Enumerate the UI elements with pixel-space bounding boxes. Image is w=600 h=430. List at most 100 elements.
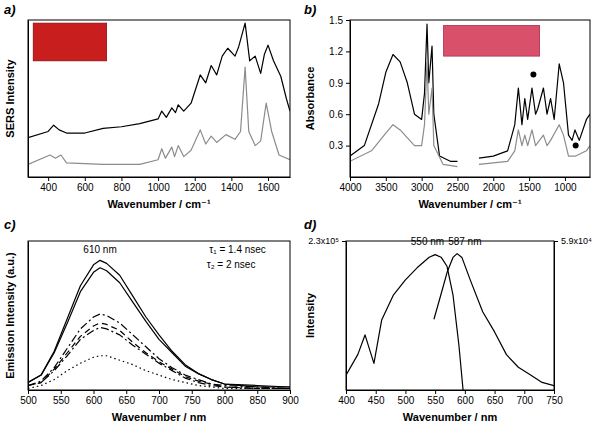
axis-line <box>29 177 291 178</box>
tick-label: 500 <box>398 395 415 406</box>
tick-mark <box>85 177 86 181</box>
tick-mark <box>48 177 49 181</box>
annotation: 550 nm <box>411 236 444 247</box>
tick-label: 600 <box>457 395 474 406</box>
tick-mark <box>158 177 159 181</box>
annotation: 587 nm <box>448 236 481 247</box>
x-axis: 4000 3500 3000 2500 2000 1500 1000 <box>339 177 590 193</box>
plot-area <box>28 23 290 164</box>
tick: 1000 <box>554 177 577 193</box>
tick-mark <box>121 177 122 181</box>
y-axis <box>28 242 29 391</box>
plot-area <box>346 254 554 390</box>
tick: 2.3x10⁵ <box>308 236 346 246</box>
tick: 0.6 <box>329 109 350 120</box>
series-line <box>434 254 554 386</box>
tick: 1500 <box>518 177 541 193</box>
tick-label: 2000 <box>483 182 506 193</box>
tick: 600 <box>77 177 94 193</box>
tick: 1400 <box>221 177 244 193</box>
tick: 1000 <box>147 177 170 193</box>
tick-label: 650 <box>487 395 504 406</box>
y-axis-title: Absorbance <box>304 67 316 131</box>
plot-frame <box>28 241 290 390</box>
tick-label: 650 <box>118 395 135 406</box>
tick-label: 400 <box>40 182 57 193</box>
tick-label: 1000 <box>554 182 577 193</box>
tick-mark <box>346 390 347 394</box>
tick-mark <box>465 390 466 394</box>
tick-label: 4000 <box>339 182 362 193</box>
tick-label: 500 <box>20 395 37 406</box>
tick-label: 3500 <box>375 182 398 193</box>
tick-mark <box>565 177 566 181</box>
series-line <box>28 23 290 138</box>
tick-mark <box>386 177 387 181</box>
series-line <box>350 24 590 161</box>
panel: 4006008001000120014001600 <box>28 20 291 193</box>
tick-label: 1.5 <box>329 15 343 26</box>
panel: 500550600650700750800850900610 nmτ₁ = 1.… <box>20 241 299 406</box>
tick-mark <box>346 83 350 84</box>
tick: 1.5 <box>329 15 350 26</box>
tick-mark <box>495 390 496 394</box>
tick-label: 5.9x10⁴ <box>561 236 592 246</box>
tick-mark <box>192 390 193 394</box>
x-axis: 400450500550600650700750 <box>338 390 563 406</box>
tick-label: 1500 <box>518 182 541 193</box>
tick-mark <box>554 241 558 242</box>
marker-point <box>530 71 536 77</box>
tick-mark <box>257 390 258 394</box>
tick-mark <box>28 390 29 394</box>
series-line <box>28 260 290 387</box>
tick: 700 <box>516 390 533 406</box>
plot-frame <box>350 20 590 177</box>
y-axis-title: Intensity <box>304 292 316 338</box>
x-axis-title: Wavenumber / nm <box>112 411 207 423</box>
series-line <box>28 327 290 388</box>
tick-mark <box>94 390 95 394</box>
tick-label: 700 <box>151 395 168 406</box>
tick: 600 <box>86 390 103 406</box>
x-axis-title: Wavenumber / nm <box>403 411 498 423</box>
plot-frame <box>346 241 554 390</box>
tick-mark <box>376 390 377 394</box>
tick-label: 900 <box>282 395 299 406</box>
tick-mark <box>422 177 423 181</box>
tick-label: 2500 <box>447 182 470 193</box>
tick-mark <box>126 390 127 394</box>
tick-label: 1000 <box>147 182 170 193</box>
x-axis: 500550600650700750800850900 <box>20 390 299 406</box>
tick: 5.9x10⁴ <box>554 236 592 246</box>
y2-axis: 5.9x10⁴ <box>554 236 592 390</box>
panel-label: d) <box>304 217 316 232</box>
annotation: 610 nm <box>83 244 116 255</box>
axis-line <box>346 242 347 391</box>
tick-mark <box>346 20 350 21</box>
tick-label: 850 <box>249 395 266 406</box>
axis-line <box>28 21 29 178</box>
tick-label: 0.6 <box>329 109 343 120</box>
series-line <box>28 67 290 164</box>
panel: 40003500300025002000150010000.30.60.91.2… <box>329 15 590 193</box>
series-line <box>350 62 590 167</box>
tick: 2000 <box>483 177 506 193</box>
tick-mark <box>268 177 269 181</box>
tick: 900 <box>282 390 299 406</box>
tick-label: 0.9 <box>329 78 343 89</box>
y-axis <box>28 21 29 178</box>
tick: 700 <box>151 390 168 406</box>
tick: 450 <box>368 390 385 406</box>
x-axis: 4006008001000120014001600 <box>29 177 291 193</box>
tick-label: 800 <box>114 182 131 193</box>
tick-mark <box>435 390 436 394</box>
figure: 4006008001000120014001600Wavenumber / cm… <box>0 0 600 430</box>
tick-mark <box>554 390 555 394</box>
tick: 550 <box>53 390 70 406</box>
tick: 0.3 <box>329 140 350 151</box>
tick-label: 3000 <box>411 182 434 193</box>
y-axis-title: Emission Intensity (a.u.) <box>4 252 16 379</box>
tick-mark <box>225 390 226 394</box>
tick-mark <box>405 390 406 394</box>
tick-mark <box>493 177 494 181</box>
